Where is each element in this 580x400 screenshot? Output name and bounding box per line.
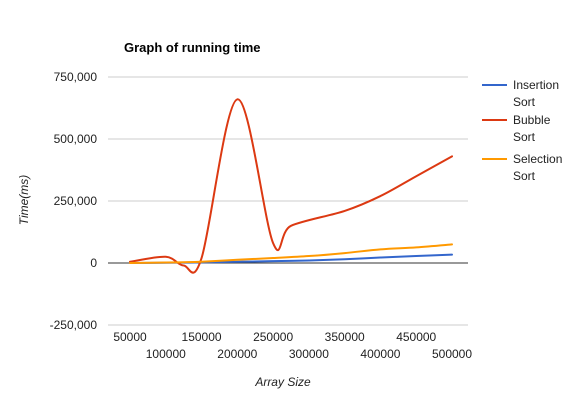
y-axis-ticks: 750,000 500,000 250,000 0 -250,000 [50,70,98,332]
x-tick-label: 50000 [113,330,147,344]
x-tick-label: 400000 [360,347,400,361]
y-tick-label: -250,000 [50,318,98,332]
gridlines [108,76,468,326]
legend: Insertion Sort Bubble Sort Selection Sort [482,78,562,183]
x-tick-label: 450000 [396,330,436,344]
x-axis-title: Array Size [254,375,311,389]
y-tick-label: 500,000 [54,132,98,146]
x-tick-label: 100000 [146,347,186,361]
legend-label-selection-sort: Selection Sort [513,152,562,183]
legend-label-bubble-sort: Bubble Sort [513,113,551,144]
series-lines [129,98,453,274]
x-tick-label: 350000 [325,330,365,344]
x-axis-ticks: 50000 150000 250000 350000 450000 100000 20000… [113,330,472,361]
x-tick-label: 200000 [217,347,257,361]
series-line-bubble-sort [129,98,453,274]
y-tick-label: 0 [90,256,97,270]
y-tick-label: 750,000 [54,70,98,84]
x-tick-label: 500000 [432,347,472,361]
x-tick-label: 300000 [289,347,329,361]
x-tick-label: 150000 [182,330,222,344]
chart-title: Graph of running time [124,40,261,55]
series-line-selection-sort [129,243,453,264]
legend-label-insertion-sort: Insertion Sort [513,78,559,109]
y-axis-title: Time(ms) [17,175,31,226]
x-tick-label: 250000 [253,330,293,344]
y-tick-label: 250,000 [54,194,98,208]
